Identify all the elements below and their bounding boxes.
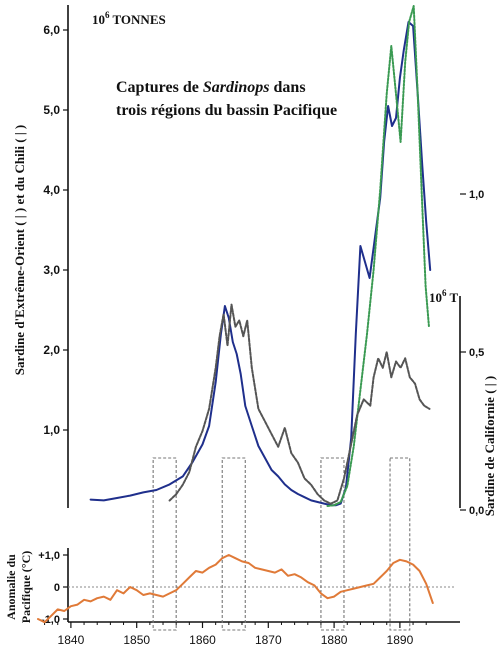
y-anomaly-tick-label-0: +1,0 [38,550,60,562]
highlight-box-1 [221,457,246,631]
series-line-anomaly [37,554,434,624]
chart-title-line-2: trois régions du bassin Pacifique [116,102,337,119]
highlight-box-2 [320,457,345,631]
highlight-box-0 [152,457,177,631]
anomaly-axis-label-line-1: Anomalie du [4,554,18,620]
left-axis-label: Sardine d'Extrême-Orient ( | ) et du Chi… [12,125,27,376]
x-tick-label-1880: 1880 [321,633,348,647]
anomaly-axis-label-line-2: Pacifique (°C) [19,551,33,623]
x-tick-label-1840: 1840 [58,633,85,647]
series-line-far_east [89,21,432,507]
x-tick-label-1850: 1850 [123,633,150,647]
x-tick-label-1890: 1890 [387,633,414,647]
y-anomaly-tick-label-2: -1,0 [41,614,60,626]
axis-ticks: 1840 1850 1860 1870 1880 1890 1,0 2,0 3,0 4,0 5,0 6… [38,23,484,647]
chart-series [37,5,434,624]
series-line-california [168,303,431,505]
y-right-tick-label-2: 1,0 [469,189,484,201]
y-left-tick-label-1: 2,0 [43,343,60,357]
y-left-tick-label-0: 1,0 [43,423,60,437]
right-unit-label: 106 T [429,288,459,305]
chart-title-line-1: Captures de Sardinops dans [116,79,306,96]
x-tick-label-1870: 1870 [255,633,282,647]
series-line-chile [326,5,430,507]
highlight-periods [152,457,411,631]
y-left-tick-label-2: 3,0 [43,263,60,277]
y-left-tick-label-4: 5,0 [43,103,60,117]
y-right-tick-label-0: 0,0 [469,505,484,517]
left-unit-label: 106 TONNES [92,10,166,27]
x-tick-label-1860: 1860 [189,633,216,647]
y-anomaly-tick-label-1: 0 [54,582,60,594]
right-axis-label: Sardine de Californie ( | ) [482,376,497,516]
highlight-box-3 [389,457,411,631]
y-left-tick-label-3: 4,0 [43,183,60,197]
y-right-tick-label-1: 0,5 [469,347,484,359]
y-left-tick-label-5: 6,0 [43,23,60,37]
